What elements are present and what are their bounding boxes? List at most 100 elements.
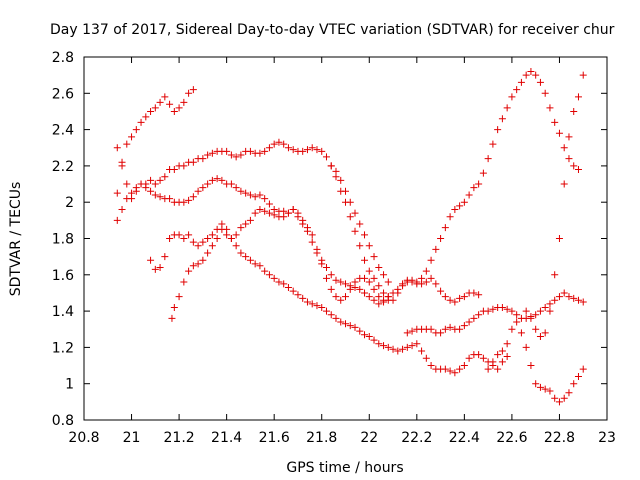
data-point	[132, 184, 140, 192]
data-point	[536, 333, 544, 341]
data-point	[408, 327, 416, 335]
data-point	[484, 365, 492, 373]
data-point	[218, 176, 226, 184]
data-point	[337, 176, 345, 184]
x-tick-label: 21.6	[259, 430, 290, 446]
data-point	[365, 293, 373, 301]
data-point	[142, 180, 150, 188]
data-point	[204, 235, 212, 242]
y-tick-label: 0.8	[52, 413, 74, 429]
data-point	[256, 205, 264, 213]
data-point	[380, 296, 388, 304]
data-point	[156, 264, 164, 272]
data-point	[413, 280, 421, 288]
data-point	[361, 256, 369, 264]
data-point	[513, 311, 521, 319]
data-point	[313, 245, 321, 253]
data-point	[351, 278, 359, 286]
data-point	[227, 151, 235, 159]
data-point	[232, 153, 240, 161]
data-point	[560, 180, 568, 188]
data-point	[280, 280, 288, 288]
data-point	[204, 249, 212, 257]
data-point	[346, 285, 354, 293]
data-point	[332, 276, 340, 284]
data-point	[337, 296, 345, 304]
data-point	[441, 325, 449, 333]
data-point	[479, 169, 487, 177]
data-point	[541, 89, 549, 97]
data-point	[451, 298, 459, 306]
y-tick-label: 1	[65, 377, 74, 393]
data-point	[475, 291, 483, 299]
data-point	[513, 318, 521, 326]
data-point	[299, 216, 307, 224]
y-axis: 0.8 1 1.2 1.4 1.6 1.8 2 2.2 2.4 2.6 2.8	[52, 50, 607, 429]
data-point	[151, 265, 159, 273]
x-axis-label: GPS time / hours	[286, 460, 403, 476]
data-point	[303, 224, 311, 232]
data-point	[161, 93, 169, 101]
data-point	[384, 343, 392, 351]
data-point	[365, 242, 373, 250]
data-point	[560, 289, 568, 297]
data-point	[242, 189, 250, 197]
data-point	[204, 180, 212, 188]
data-point	[123, 195, 131, 203]
data-point	[570, 107, 578, 115]
data-point	[456, 365, 464, 373]
data-point	[246, 191, 254, 199]
data-point	[418, 347, 426, 355]
series-track-a	[113, 144, 392, 308]
data-point	[375, 293, 383, 301]
data-point	[555, 293, 563, 301]
data-point	[185, 89, 193, 97]
data-point	[132, 126, 140, 134]
data-point	[536, 78, 544, 86]
data-point	[246, 216, 254, 224]
data-point	[437, 287, 445, 295]
data-point	[517, 329, 525, 337]
data-point	[574, 93, 582, 101]
data-point	[242, 253, 250, 261]
data-point	[218, 225, 226, 233]
data-point	[128, 189, 136, 197]
data-point	[370, 285, 378, 293]
data-point	[579, 298, 587, 306]
data-point	[356, 242, 364, 250]
data-point	[261, 267, 269, 275]
data-point	[156, 176, 164, 184]
data-point	[294, 209, 302, 217]
data-point	[351, 209, 359, 217]
data-point	[199, 256, 207, 264]
data-point	[546, 307, 554, 315]
data-point	[432, 245, 440, 253]
data-point	[384, 278, 392, 286]
data-point	[308, 238, 316, 246]
data-point	[451, 369, 459, 377]
data-point	[337, 318, 345, 326]
data-point	[342, 280, 349, 288]
data-point	[180, 278, 188, 286]
data-point	[170, 303, 178, 311]
data-point	[223, 147, 231, 155]
data-point	[532, 325, 540, 333]
data-point	[142, 113, 150, 121]
data-point	[522, 343, 530, 351]
data-point	[322, 153, 330, 161]
data-point	[322, 307, 330, 315]
data-point	[380, 271, 388, 279]
data-point	[261, 147, 269, 155]
data-point	[494, 365, 502, 373]
data-point	[237, 224, 245, 232]
data-point	[227, 180, 235, 188]
data-point	[375, 300, 383, 308]
data-point	[147, 107, 155, 115]
data-point	[475, 180, 483, 188]
data-point	[308, 300, 316, 308]
data-point	[579, 71, 587, 79]
data-point	[251, 209, 259, 217]
data-point	[370, 253, 378, 261]
data-point	[118, 162, 126, 170]
